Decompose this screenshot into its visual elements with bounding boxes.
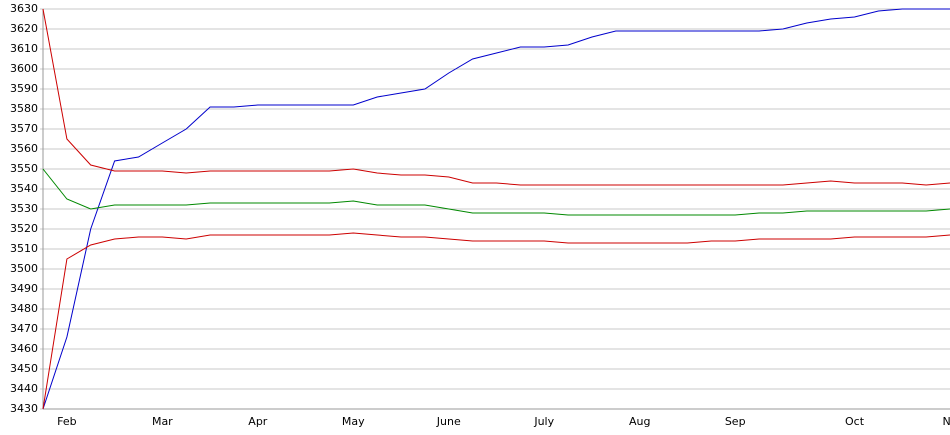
y-tick-label: 3590 [10,82,38,95]
x-tick-label: Sep [725,415,746,428]
y-tick-label: 3500 [10,262,38,275]
x-tick-label: June [436,415,461,428]
series-line [42,232,950,410]
y-tick-label: 3610 [10,42,38,55]
y-tick-label: 3630 [10,2,38,15]
y-tick-label: 3570 [10,122,38,135]
x-tick-label: Mar [152,415,173,428]
y-tick-label: 3560 [10,142,38,155]
y-tick-label: 3510 [10,242,38,255]
y-tick-label: 3460 [10,342,38,355]
y-tick-label: 3480 [10,302,38,315]
y-tick-label: 3450 [10,362,38,375]
y-tick-label: 3600 [10,62,38,75]
series-line [42,8,950,410]
y-tick-label: 3470 [10,322,38,335]
y-tick-label: 3540 [10,182,38,195]
y-tick-label: 3430 [10,402,38,415]
x-tick-label: No [943,415,950,428]
y-tick-label: 3490 [10,282,38,295]
x-tick-label: Feb [57,415,76,428]
series-line [42,168,950,216]
x-tick-label: Oct [845,415,865,428]
y-tick-label: 3550 [10,162,38,175]
x-tick-label: Apr [248,415,268,428]
x-tick-label: Aug [629,415,650,428]
x-tick-label: May [342,415,365,428]
y-tick-label: 3620 [10,22,38,35]
y-tick-label: 3580 [10,102,38,115]
y-tick-label: 3520 [10,222,38,235]
y-tick-label: 3530 [10,202,38,215]
series-line [42,8,950,186]
x-tick-label: July [533,415,554,428]
y-tick-label: 3440 [10,382,38,395]
